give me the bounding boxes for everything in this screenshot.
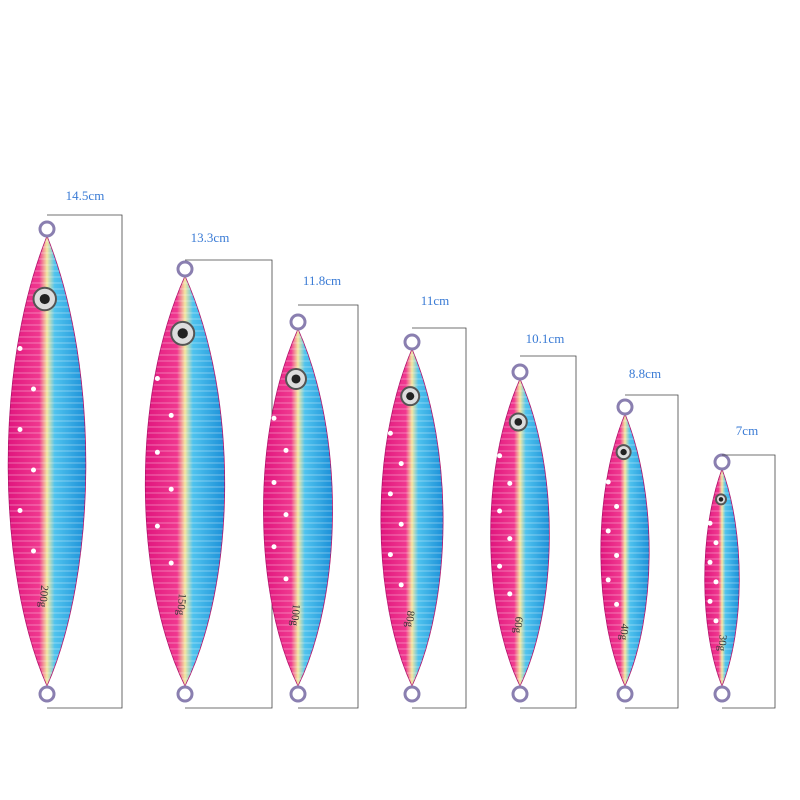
pupil xyxy=(620,448,627,456)
weight-label: 150g xyxy=(174,593,188,616)
dot xyxy=(497,453,503,459)
ring xyxy=(616,685,634,703)
ring xyxy=(38,685,56,703)
dot xyxy=(168,560,174,566)
dot xyxy=(497,563,503,569)
dot xyxy=(154,376,160,381)
lure: 150g 13.3cm xyxy=(144,230,273,709)
dot xyxy=(507,536,513,542)
dot xyxy=(614,552,620,558)
dot xyxy=(707,598,713,604)
dot xyxy=(507,591,513,597)
size-bracket xyxy=(298,304,359,709)
weight-label: 30g xyxy=(715,634,728,652)
lure-ridges xyxy=(380,349,444,686)
pupil xyxy=(718,497,724,502)
size-bracket xyxy=(47,214,123,709)
dot xyxy=(387,552,393,558)
dot xyxy=(283,447,289,453)
dot xyxy=(31,467,36,473)
size-bracket xyxy=(412,327,467,709)
lure: 30g 7cm xyxy=(704,423,776,709)
dot xyxy=(507,480,513,486)
ring xyxy=(403,685,421,703)
pupil xyxy=(177,328,188,339)
dot xyxy=(497,508,503,514)
dot xyxy=(614,503,620,509)
lure-ridges xyxy=(8,236,86,686)
dot xyxy=(605,577,611,583)
dot xyxy=(31,548,36,554)
ring xyxy=(713,453,731,471)
dot xyxy=(154,523,160,529)
weight-label: 40g xyxy=(617,623,630,641)
dot xyxy=(398,521,404,527)
pupil xyxy=(291,374,301,384)
ring xyxy=(713,685,731,703)
weight-label: 80g xyxy=(403,610,416,628)
size-bracket xyxy=(520,355,577,709)
ring xyxy=(403,333,421,351)
weight-label: 100g xyxy=(288,603,302,626)
dot xyxy=(707,559,713,565)
lure-ridges xyxy=(600,414,650,686)
pupil xyxy=(39,293,50,305)
dot xyxy=(713,579,719,585)
length-label: 11cm xyxy=(421,293,449,308)
lure: 60g 10.1cm xyxy=(490,331,577,709)
lure: 200g 14.5cm xyxy=(7,188,123,709)
dot xyxy=(168,486,174,492)
dot xyxy=(17,508,23,513)
ring xyxy=(176,260,194,278)
length-label: 14.5cm xyxy=(66,188,105,203)
length-label: 8.8cm xyxy=(629,366,661,381)
dot xyxy=(707,520,713,526)
dot xyxy=(271,544,277,550)
lure-ridges xyxy=(145,276,225,686)
length-label: 10.1cm xyxy=(526,331,565,346)
dot xyxy=(713,540,719,546)
dot xyxy=(17,427,23,432)
pupil xyxy=(514,418,523,426)
dot xyxy=(398,461,404,467)
lure-ridges xyxy=(490,379,550,686)
dot xyxy=(271,415,277,421)
dot xyxy=(387,430,393,436)
ring xyxy=(289,685,307,703)
ring xyxy=(289,313,307,331)
length-label: 7cm xyxy=(736,423,758,438)
dot xyxy=(154,449,160,455)
dot xyxy=(168,412,174,418)
pupil xyxy=(406,392,415,401)
lure: 40g 8.8cm xyxy=(600,366,679,709)
size-bracket xyxy=(722,454,776,709)
dot xyxy=(31,386,36,392)
ring xyxy=(616,398,634,416)
dot xyxy=(713,618,719,624)
ring xyxy=(511,363,529,381)
length-label: 11.8cm xyxy=(303,273,341,288)
size-bracket xyxy=(625,394,679,709)
weight-label: 200g xyxy=(36,585,50,608)
dot xyxy=(283,512,289,518)
length-label: 13.3cm xyxy=(191,230,230,245)
dot xyxy=(387,491,393,497)
dot xyxy=(17,346,23,351)
dot xyxy=(271,480,277,486)
dot xyxy=(283,576,289,582)
ring xyxy=(38,220,56,238)
lure-ridges xyxy=(704,469,740,686)
ring xyxy=(176,685,194,703)
ring xyxy=(511,685,529,703)
lure-ridges xyxy=(263,329,333,686)
lures: 200g 14.5cm 150g 13.3cm 100g 11.8cm 80g 11cm 60g… xyxy=(7,188,776,709)
weight-label: 60g xyxy=(511,616,524,634)
dot xyxy=(398,582,404,588)
dot xyxy=(605,528,611,534)
lure: 80g 11cm xyxy=(380,293,467,709)
lure: 100g 11.8cm xyxy=(263,273,359,709)
dot xyxy=(614,601,620,607)
dot xyxy=(605,479,611,485)
